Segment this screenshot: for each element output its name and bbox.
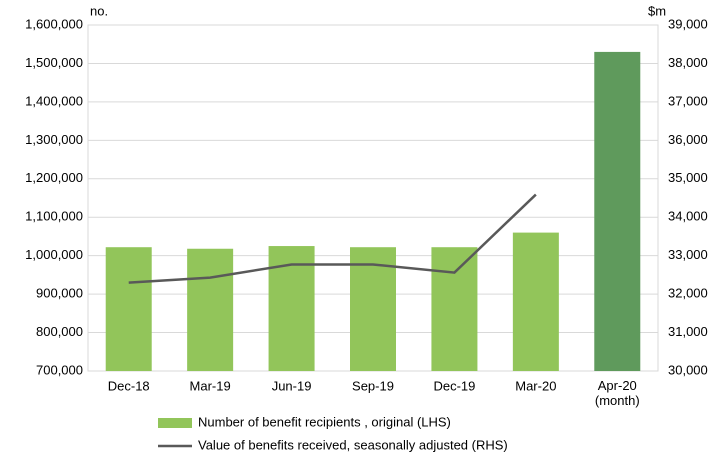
y-tick-label: 1,200,000	[25, 170, 83, 185]
bar	[594, 51, 641, 372]
y-tick-label: 1,300,000	[25, 132, 83, 147]
x-tick-label: Apr-20 (month)	[595, 378, 640, 408]
y2-tick-label: 37,000	[668, 93, 708, 108]
y-unit: no.	[90, 3, 108, 18]
y-tick-label: 1,400,000	[25, 93, 83, 108]
x-tick-label: Mar-20	[515, 378, 556, 393]
y2-tick-label: 33,000	[668, 247, 708, 262]
y-tick-label: 1,000,000	[25, 247, 83, 262]
x-tick-label: Dec-19	[433, 378, 475, 393]
y2-tick-label: 34,000	[668, 209, 708, 224]
bar	[512, 232, 559, 371]
legend-swatch	[158, 418, 192, 428]
y-tick-label: 1,600,000	[25, 16, 83, 31]
y2-tick-label: 32,000	[668, 286, 708, 301]
line	[128, 193, 537, 284]
bar	[350, 247, 396, 371]
legend-label: Number of benefit recipients , original …	[198, 414, 451, 429]
bar	[431, 247, 478, 371]
y2-tick-label: 35,000	[668, 170, 708, 185]
bar	[105, 247, 152, 371]
y-tick-label: 1,100,000	[25, 209, 83, 224]
y2-tick-label: 39,000	[668, 16, 708, 31]
y-tick-label: 1,500,000	[25, 55, 83, 70]
x-tick-label: Dec-18	[108, 378, 150, 393]
x-tick-label: Jun-19	[272, 378, 312, 393]
y2-tick-label: 30,000	[668, 362, 708, 377]
legend-label: Value of benefits received, seasonally a…	[198, 437, 508, 452]
y2-tick-label: 36,000	[668, 132, 708, 147]
bar	[187, 248, 234, 371]
y2-tick-label: 38,000	[668, 55, 708, 70]
y-tick-label: 800,000	[36, 324, 83, 339]
x-tick-label: Sep-19	[352, 378, 394, 393]
y-tick-label: 700,000	[36, 362, 83, 377]
y2-tick-label: 31,000	[668, 324, 708, 339]
x-tick-label: Mar-19	[190, 378, 231, 393]
y-tick-label: 900,000	[36, 286, 83, 301]
y2-unit: $m	[648, 3, 666, 18]
